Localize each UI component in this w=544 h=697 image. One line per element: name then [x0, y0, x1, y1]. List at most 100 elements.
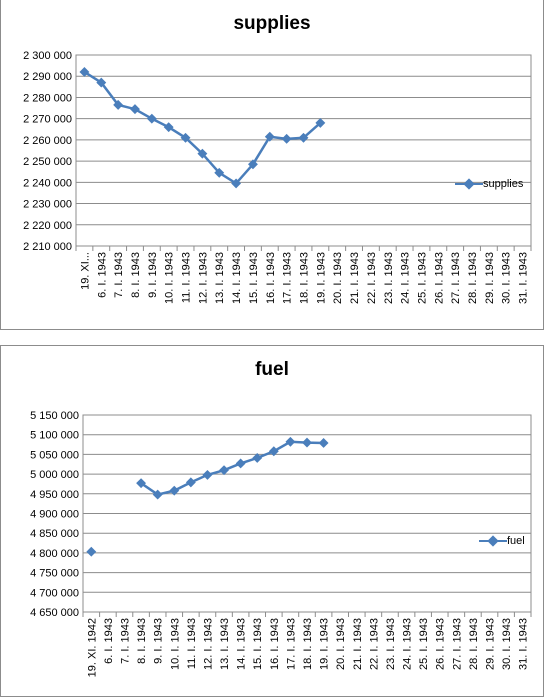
x-tick-label: 26. I. 1943 — [433, 252, 445, 304]
data-point — [247, 159, 258, 170]
x-tick-label: 18. I. 1943 — [299, 252, 311, 304]
x-tick-label: 27. I. 1943 — [451, 618, 463, 670]
x-tick-label: 14. I. 1943 — [236, 618, 248, 670]
data-point — [285, 436, 296, 447]
data-point — [180, 132, 191, 143]
x-tick-label: 8. I. 1943 — [130, 252, 142, 298]
x-tick-label: 16. I. 1943 — [265, 252, 277, 304]
x-tick-label: 15. I. 1943 — [248, 252, 260, 304]
x-tick-label: 14. I. 1943 — [231, 252, 243, 304]
fuel-chart-panel: fuel 4 650 000 4 700 000 4 750 000 4 800 00… — [0, 345, 544, 697]
legend: fuel — [479, 535, 525, 547]
x-tick-label: 27. I. 1943 — [450, 252, 462, 304]
y-tick-label: 4 950 000 — [30, 489, 79, 501]
legend-label: supplies — [483, 178, 524, 190]
x-tick-label: 9. I. 1943 — [147, 252, 159, 298]
y-tick-label: 2 210 000 — [23, 241, 72, 253]
y-tick-label: 2 280 000 — [23, 92, 72, 104]
data-point — [146, 113, 157, 124]
data-point — [197, 148, 208, 159]
x-tick-label: 10. I. 1943 — [169, 618, 181, 670]
data-point — [264, 131, 275, 142]
x-tick-label: 18. I. 1943 — [302, 618, 314, 670]
data-point — [318, 438, 329, 448]
x-tick-label: 12. I. 1943 — [202, 618, 214, 670]
supplies-chart: 2 210 000 2 220 000 2 230 000 2 240 000 2 25… — [23, 50, 532, 304]
x-tick-label: 29. I. 1943 — [484, 252, 496, 304]
data-point — [113, 99, 124, 110]
data-point — [202, 469, 213, 480]
data-point — [235, 458, 246, 469]
y-tick-label: 4 850 000 — [30, 528, 79, 540]
data-point — [163, 122, 174, 133]
x-tick-label: 25. I. 1943 — [416, 252, 428, 304]
x-tick-label: 10. I. 1943 — [164, 252, 176, 304]
x-tick-label: 17. I. 1943 — [285, 618, 297, 670]
y-tick-label: 2 260 000 — [23, 135, 72, 147]
x-tick-label: 29. I. 1943 — [485, 618, 497, 670]
x-tick-label: 20. I. 1943 — [335, 618, 347, 670]
y-tick-label: 4 750 000 — [30, 568, 79, 580]
data-point — [302, 437, 312, 448]
chart-title: supplies — [233, 13, 311, 34]
data-point — [252, 452, 263, 463]
y-tick-label: 4 650 000 — [30, 607, 79, 619]
data-point — [185, 477, 196, 488]
x-tick-label: 12. I. 1943 — [197, 252, 209, 304]
y-tick-label: 4 900 000 — [30, 509, 79, 521]
y-tick-label: 4 800 000 — [30, 548, 79, 560]
legend: supplies — [455, 178, 523, 190]
x-tick-label: 13. I. 1943 — [214, 252, 226, 304]
x-tick-label: 20. I. 1943 — [332, 252, 344, 304]
x-tick-label: 19. XI... — [79, 252, 91, 290]
y-tick-label: 2 290 000 — [23, 71, 72, 83]
data-point — [86, 546, 97, 557]
x-tick-label: 30. I. 1943 — [501, 618, 513, 670]
fuel-chart: 4 650 000 4 700 000 4 750 000 4 800 000 4 85… — [30, 410, 532, 677]
legend-marker-icon — [479, 535, 507, 547]
x-tick-label: 21. I. 1943 — [349, 252, 361, 304]
x-tick-label: 23. I. 1943 — [383, 252, 395, 304]
plot-area — [75, 54, 532, 247]
data-point — [96, 77, 107, 88]
x-tick-label: 26. I. 1943 — [435, 618, 447, 670]
y-tick-label: 5 150 000 — [30, 410, 79, 422]
data-point — [79, 67, 90, 77]
x-tick-label: 7. I. 1943 — [119, 618, 131, 664]
legend-label: fuel — [507, 535, 525, 547]
legend-marker-icon — [455, 178, 483, 190]
y-tick-label: 5 050 000 — [30, 449, 79, 461]
x-tick-label: 19. I. 1943 — [319, 618, 331, 670]
x-tick-label: 22. I. 1943 — [366, 252, 378, 304]
x-tick-label: 19. I. 1943 — [315, 252, 327, 304]
y-tick-label: 5 000 000 — [30, 469, 79, 481]
x-tick-label: 6. I. 1943 — [103, 618, 115, 664]
x-tick-label: 11. I. 1943 — [186, 618, 198, 669]
y-tick-label: 2 300 000 — [23, 50, 72, 62]
x-tick-label: 28. I. 1943 — [468, 618, 480, 670]
x-tick-label: 16. I. 1943 — [269, 618, 281, 670]
y-tick-label: 2 270 000 — [23, 114, 72, 126]
data-point — [136, 478, 147, 489]
series-line — [140, 440, 324, 496]
y-tick-label: 2 230 000 — [23, 199, 72, 211]
x-tick-label: 6. I. 1943 — [96, 252, 108, 298]
x-tick-label: 24. I. 1943 — [400, 252, 412, 304]
x-tick-label: 19. XI. 1942 — [86, 618, 98, 677]
data-point — [169, 485, 180, 496]
x-tick-label: 9. I. 1943 — [153, 618, 165, 664]
y-tick-label: 5 100 000 — [30, 430, 79, 442]
x-tick-label: 24. I. 1943 — [402, 618, 414, 670]
data-point — [214, 167, 225, 178]
series-line — [83, 70, 322, 186]
y-tick-label: 2 250 000 — [23, 156, 72, 168]
x-tick-label: 21. I. 1943 — [352, 618, 364, 670]
x-tick-label: 15. I. 1943 — [252, 618, 264, 670]
data-point — [281, 133, 292, 144]
data-point — [268, 446, 279, 457]
data-point — [130, 104, 140, 115]
x-tick-label: 31. I. 1943 — [518, 252, 530, 304]
y-tick-label: 2 220 000 — [23, 220, 72, 232]
x-tick-label: 30. I. 1943 — [501, 252, 513, 304]
x-tick-label: 25. I. 1943 — [418, 618, 430, 670]
